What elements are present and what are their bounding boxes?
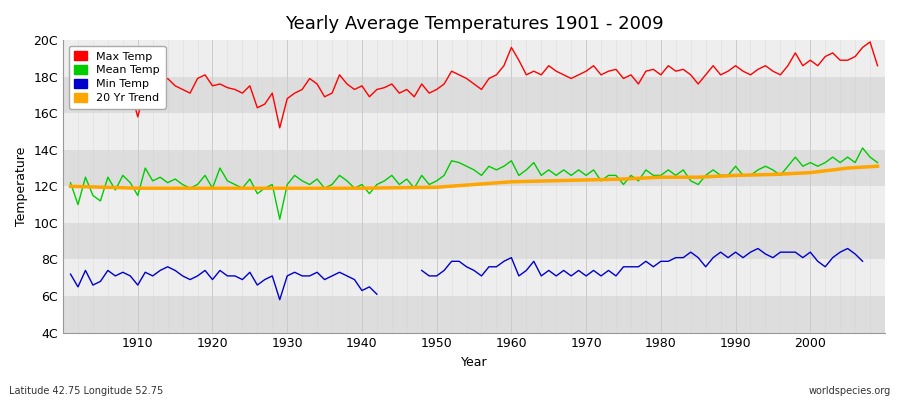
Bar [63, 260, 885, 296]
Bar [63, 77, 885, 113]
Bar [63, 296, 885, 332]
Y-axis label: Temperature: Temperature [15, 147, 28, 226]
Bar [63, 40, 885, 77]
Bar [63, 186, 885, 223]
Bar [63, 150, 885, 186]
Legend: Max Temp, Mean Temp, Min Temp, 20 Yr Trend: Max Temp, Mean Temp, Min Temp, 20 Yr Tre… [68, 46, 166, 108]
X-axis label: Year: Year [461, 356, 487, 369]
Bar [63, 113, 885, 150]
Bar [63, 223, 885, 260]
Title: Yearly Average Temperatures 1901 - 2009: Yearly Average Temperatures 1901 - 2009 [284, 15, 663, 33]
Text: worldspecies.org: worldspecies.org [809, 386, 891, 396]
Text: Latitude 42.75 Longitude 52.75: Latitude 42.75 Longitude 52.75 [9, 386, 163, 396]
